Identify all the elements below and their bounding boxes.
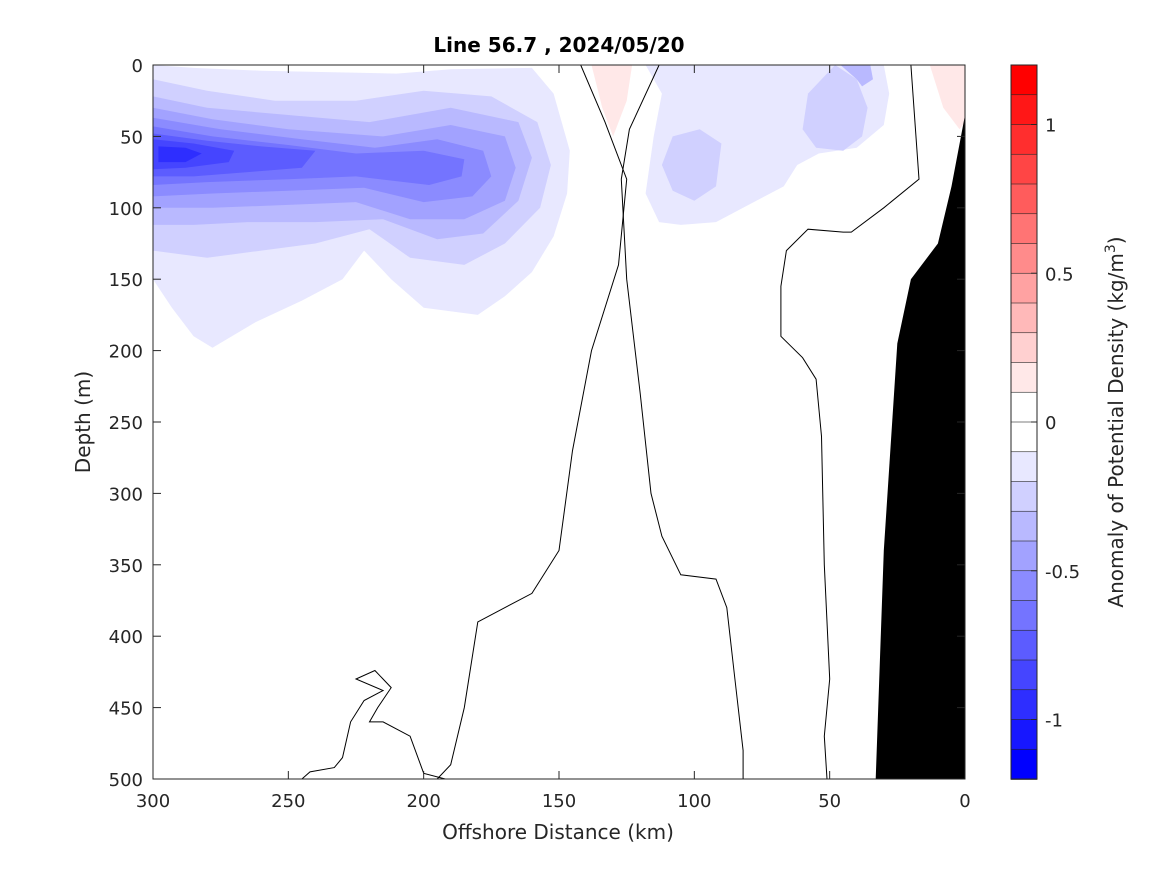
colorbar-band [1010,451,1038,483]
colorbar-label-superscript: 3 [1103,244,1119,253]
colorbar-band [1010,362,1038,394]
y-tick-label: 150 [109,270,143,291]
anomaly-region [840,65,873,87]
colorbar-band [1010,213,1038,245]
colorbar-band [1010,124,1038,156]
anomaly-region [661,129,722,201]
y-axis-label: Depth (m) [71,371,95,473]
x-tick-label: 300 [136,791,170,812]
x-tick-label: 100 [677,791,711,812]
plot-area [152,64,966,780]
zero-contour-line [301,669,446,779]
colorbar-tick-label: 0.5 [1045,264,1074,285]
colorbar-band [1010,570,1038,602]
y-tick-label: 500 [109,770,143,791]
colorbar-label-suffix: ) [1104,236,1128,244]
y-tick-label: 400 [109,627,143,648]
colorbar-band [1010,153,1038,185]
y-axis: 0 50 100 150 200 250 300 350 400 450 500 [109,56,965,791]
bathymetry-fill [875,115,965,779]
colorbar-band [1010,243,1038,275]
colorbar-band [1010,629,1038,661]
x-axis: 300 250 200 150 100 50 0 [136,65,971,812]
colorbar-label-main: Anomaly of Potential Density (kg/m [1104,253,1128,607]
colorbar-band [1010,510,1038,542]
y-tick-label: 50 [120,127,143,148]
chart-title: Line 56.7 , 2024/05/20 [433,33,684,57]
colorbar-label: Anomaly of Potential Density (kg/m3) [1103,236,1128,607]
y-tick-label: 350 [109,556,143,577]
x-tick-label: 200 [406,791,440,812]
colorbar-band [1010,302,1038,334]
y-tick-label: 0 [132,56,143,77]
colorbar-band [1010,391,1038,423]
colorbar-band [1010,94,1038,126]
x-axis-label: Offshore Distance (km) [442,820,674,844]
colorbar-band [1010,748,1038,780]
y-tick-label: 250 [109,413,143,434]
colorbar-band [1010,659,1038,691]
colorbar-band [1010,481,1038,513]
colorbar-band [1010,600,1038,632]
anomaly-regions [153,65,965,348]
colorbar-band [1010,719,1038,751]
zero-contour-line [620,65,744,779]
colorbar-band [1010,272,1038,304]
y-tick-label: 450 [109,699,143,720]
colorbar-ticks: 1 0.5 0 -0.5 -1 [1031,116,1080,732]
colorbar-tick-label: 0 [1045,413,1056,434]
anomaly-region [929,65,965,130]
colorbar-tick-label: -0.5 [1045,562,1080,583]
colorbar-band [1010,689,1038,721]
colorbar-band [1010,540,1038,572]
colorbar-band [1010,421,1038,453]
anomaly-region [591,65,633,137]
anomaly-region [802,65,868,151]
colorbar-tick-label: 1 [1045,116,1056,137]
y-tick-label: 100 [109,199,143,220]
y-tick-label: 300 [109,484,143,505]
x-tick-label: 0 [959,791,970,812]
colorbar-tick-label: -1 [1045,711,1063,732]
colorbar-band [1010,332,1038,364]
y-tick-label: 200 [109,342,143,363]
x-tick-label: 250 [271,791,305,812]
colorbar [1010,64,1038,780]
x-tick-label: 150 [542,791,576,812]
x-tick-label: 50 [818,791,841,812]
colorbar-band [1010,64,1038,96]
zero-contour-line [780,65,920,779]
colorbar-band [1010,183,1038,215]
zero-contours [301,65,920,779]
anomaly-region [158,146,202,163]
